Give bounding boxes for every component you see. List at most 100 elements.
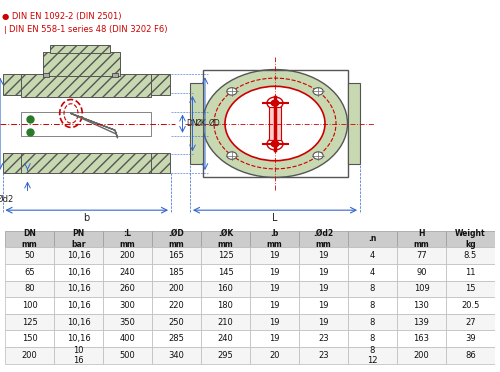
Bar — [42, 52, 120, 76]
Bar — [250, 231, 299, 247]
Text: 23: 23 — [318, 351, 329, 360]
Circle shape — [202, 70, 348, 177]
Bar — [54, 314, 103, 330]
Text: 240: 240 — [218, 334, 234, 343]
Bar — [446, 297, 495, 314]
Text: 145: 145 — [218, 268, 234, 277]
Bar — [446, 314, 495, 330]
Text: .n: .n — [368, 234, 376, 243]
Bar — [201, 330, 250, 347]
Text: 19: 19 — [318, 268, 329, 277]
Bar — [397, 280, 446, 297]
Text: 20: 20 — [269, 351, 280, 360]
Bar — [152, 247, 201, 264]
Bar — [54, 297, 103, 314]
Circle shape — [313, 152, 323, 159]
Text: 86: 86 — [465, 351, 476, 360]
Bar — [299, 231, 348, 247]
Text: 400: 400 — [120, 334, 136, 343]
Text: 10,16: 10,16 — [66, 251, 90, 260]
Bar — [54, 247, 103, 264]
Bar — [250, 280, 299, 297]
Bar — [397, 330, 446, 347]
Bar — [397, 264, 446, 280]
Bar — [2, 153, 24, 173]
Bar — [201, 297, 250, 314]
Text: 20.5: 20.5 — [462, 301, 479, 310]
Bar — [250, 247, 299, 264]
Bar — [103, 247, 152, 264]
Text: 39: 39 — [465, 334, 476, 343]
Text: .Ød2
mm: .Ød2 mm — [314, 229, 334, 248]
Bar — [5, 231, 54, 247]
Text: 220: 220 — [168, 301, 184, 310]
Bar — [5, 297, 54, 314]
Text: L: L — [272, 213, 278, 222]
Text: 19: 19 — [318, 318, 329, 327]
Text: 19: 19 — [269, 301, 280, 310]
Text: 19: 19 — [269, 334, 280, 343]
Text: 160: 160 — [218, 284, 234, 294]
Text: 8: 8 — [370, 284, 375, 294]
Bar — [201, 314, 250, 330]
Bar — [112, 73, 118, 77]
Text: DN
mm: DN mm — [22, 229, 38, 248]
Text: 8: 8 — [370, 318, 375, 327]
Bar — [103, 297, 152, 314]
Bar — [299, 247, 348, 264]
Bar — [446, 231, 495, 247]
Text: 27: 27 — [465, 318, 476, 327]
Text: 240: 240 — [120, 268, 136, 277]
Text: 8.5: 8.5 — [464, 251, 477, 260]
Text: 19: 19 — [269, 268, 280, 277]
Bar — [397, 347, 446, 364]
Text: 11: 11 — [465, 268, 476, 277]
Circle shape — [271, 100, 279, 106]
Bar — [54, 231, 103, 247]
Bar — [250, 297, 299, 314]
Text: 10,16: 10,16 — [66, 334, 90, 343]
Bar — [152, 231, 201, 247]
Bar — [397, 314, 446, 330]
Text: 109: 109 — [414, 284, 430, 294]
Text: 23: 23 — [318, 334, 329, 343]
Bar — [5, 330, 54, 347]
Text: .ØK
mm: .ØK mm — [218, 229, 234, 248]
Text: 200: 200 — [120, 251, 136, 260]
Bar — [299, 314, 348, 330]
Text: ØK: ØK — [196, 119, 207, 128]
Bar — [43, 73, 49, 77]
Text: ● DIN EN 1092-2 (DIN 2501): ● DIN EN 1092-2 (DIN 2501) — [2, 12, 122, 21]
Text: PN
bar: PN bar — [72, 229, 86, 248]
Text: 165: 165 — [168, 251, 184, 260]
Bar — [397, 297, 446, 314]
Bar — [5, 264, 54, 280]
Bar — [54, 347, 103, 364]
Text: 65: 65 — [24, 268, 35, 277]
Text: 8
12: 8 12 — [367, 346, 378, 365]
Circle shape — [227, 152, 237, 159]
Bar — [348, 297, 397, 314]
Bar — [50, 45, 110, 53]
Bar — [201, 280, 250, 297]
Text: 260: 260 — [120, 284, 136, 294]
Text: 19: 19 — [269, 318, 280, 327]
Bar — [21, 74, 151, 97]
Bar — [299, 264, 348, 280]
Bar — [201, 347, 250, 364]
Text: 19: 19 — [269, 284, 280, 294]
Bar — [446, 347, 495, 364]
Bar — [397, 247, 446, 264]
Text: 4: 4 — [370, 268, 375, 277]
Bar — [250, 314, 299, 330]
Bar — [5, 280, 54, 297]
Bar — [202, 70, 348, 177]
Bar — [2, 74, 24, 95]
Text: 500: 500 — [120, 351, 136, 360]
Bar — [348, 83, 360, 164]
Text: 200: 200 — [414, 351, 430, 360]
Text: 19: 19 — [269, 251, 280, 260]
Bar — [190, 83, 202, 164]
Bar — [149, 153, 170, 173]
Circle shape — [267, 138, 283, 150]
